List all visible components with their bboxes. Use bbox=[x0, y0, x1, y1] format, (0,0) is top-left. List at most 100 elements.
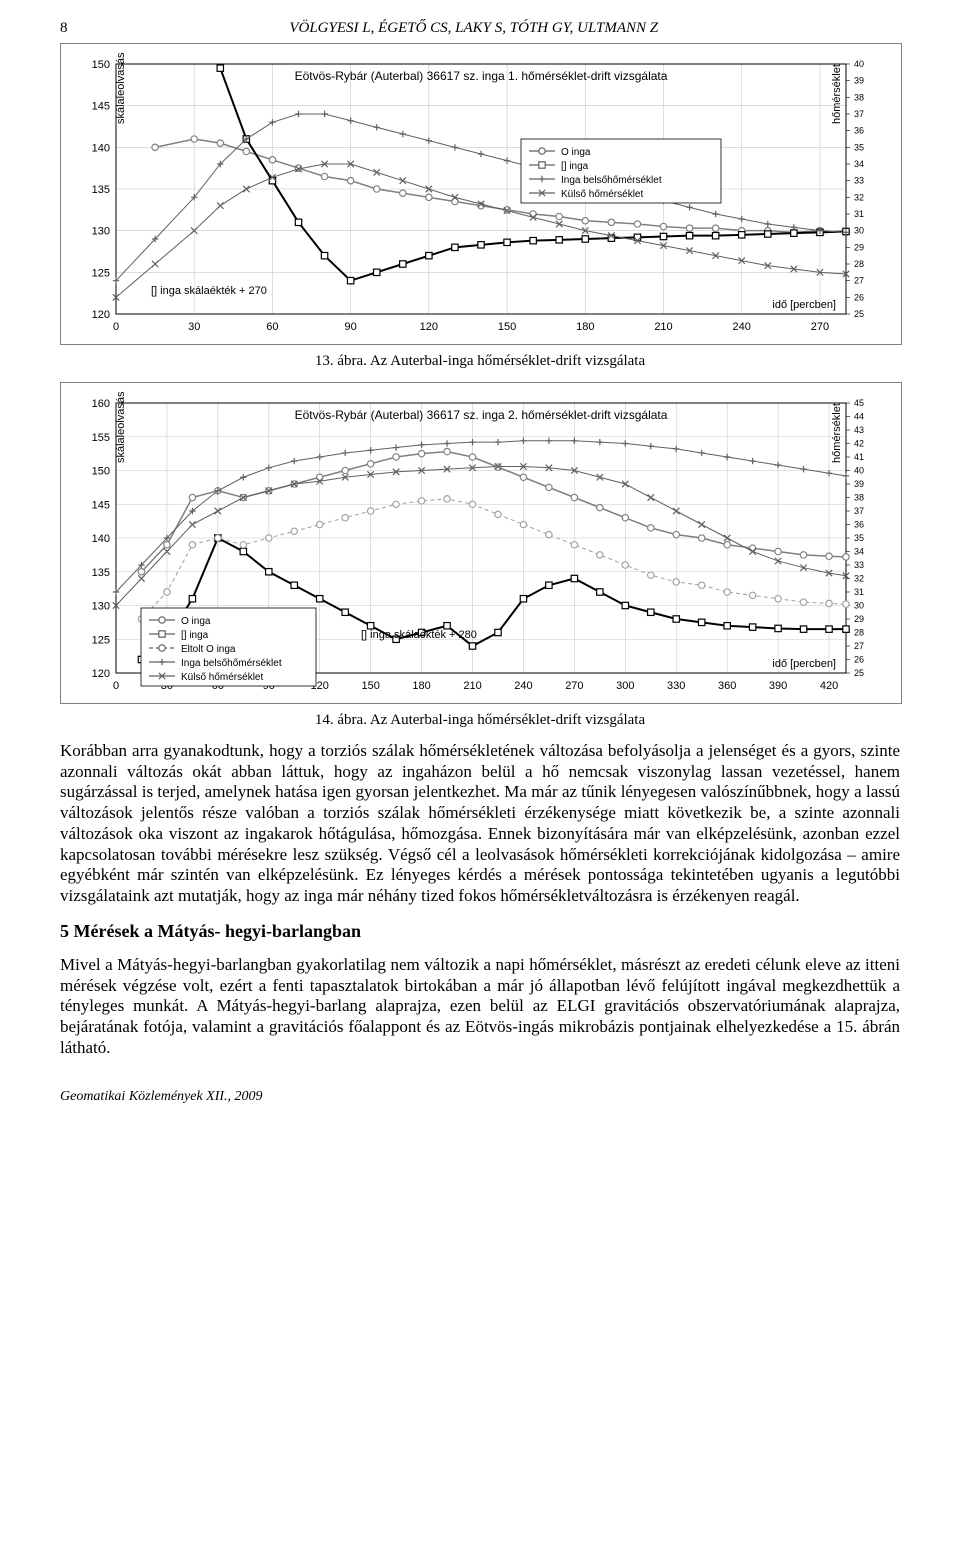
svg-text:120: 120 bbox=[420, 321, 438, 333]
running-header: 8 VÖLGYESI L, ÉGETŐ CS, LAKY S, TÓTH GY,… bbox=[60, 20, 900, 37]
svg-text:idő [percben]: idő [percben] bbox=[772, 658, 836, 670]
svg-text:[] inga: [] inga bbox=[561, 161, 589, 172]
svg-text:360: 360 bbox=[718, 680, 736, 692]
svg-text:420: 420 bbox=[820, 680, 838, 692]
svg-text:35: 35 bbox=[854, 533, 864, 543]
svg-text:0: 0 bbox=[113, 680, 119, 692]
svg-text:40: 40 bbox=[854, 466, 864, 476]
svg-text:38: 38 bbox=[854, 493, 864, 503]
svg-text:Eltolt O inga: Eltolt O inga bbox=[181, 644, 236, 655]
svg-text:34: 34 bbox=[854, 159, 864, 169]
svg-text:Külső hőmérséklet: Külső hőmérséklet bbox=[561, 189, 643, 200]
svg-text:37: 37 bbox=[854, 109, 864, 119]
svg-text:skálaleolvasás: skálaleolvasás bbox=[115, 52, 127, 124]
svg-text:Inga belsőhőmérséklet: Inga belsőhőmérséklet bbox=[561, 175, 662, 186]
svg-text:O inga: O inga bbox=[181, 616, 211, 627]
svg-text:33: 33 bbox=[854, 176, 864, 186]
svg-text:300: 300 bbox=[616, 680, 634, 692]
section-heading: 5 Mérések a Mátyás- hegyi-barlangban bbox=[60, 921, 900, 943]
svg-text:270: 270 bbox=[565, 680, 583, 692]
svg-text:42: 42 bbox=[854, 439, 864, 449]
svg-text:150: 150 bbox=[92, 59, 110, 71]
svg-text:390: 390 bbox=[769, 680, 787, 692]
svg-text:39: 39 bbox=[854, 479, 864, 489]
svg-text:O inga: O inga bbox=[561, 147, 591, 158]
svg-text:155: 155 bbox=[92, 432, 110, 444]
svg-text:Külső hőmérséklet: Külső hőmérséklet bbox=[181, 672, 263, 683]
svg-text:240: 240 bbox=[733, 321, 751, 333]
svg-text:25: 25 bbox=[854, 668, 864, 678]
footer: Geomatikai Közlemények XII., 2009 bbox=[60, 1089, 900, 1105]
svg-text:125: 125 bbox=[92, 634, 110, 646]
svg-text:145: 145 bbox=[92, 101, 110, 113]
svg-text:28: 28 bbox=[854, 628, 864, 638]
svg-text:140: 140 bbox=[92, 533, 110, 545]
svg-text:90: 90 bbox=[345, 321, 357, 333]
svg-text:hőmérséklet: hőmérséklet bbox=[831, 64, 843, 124]
svg-text:29: 29 bbox=[854, 242, 864, 252]
svg-text:30: 30 bbox=[854, 601, 864, 611]
svg-text:125: 125 bbox=[92, 267, 110, 279]
paragraph-1: Korábban arra gyanakodtunk, hogy a torzi… bbox=[60, 741, 900, 907]
svg-text:120: 120 bbox=[92, 309, 110, 321]
svg-text:25: 25 bbox=[854, 309, 864, 319]
svg-text:44: 44 bbox=[854, 412, 864, 422]
svg-text:32: 32 bbox=[854, 192, 864, 202]
svg-text:[] inga skálaékték + 280: [] inga skálaékték + 280 bbox=[361, 629, 477, 641]
svg-text:210: 210 bbox=[654, 321, 672, 333]
svg-text:240: 240 bbox=[514, 680, 532, 692]
svg-text:26: 26 bbox=[854, 655, 864, 665]
svg-text:60: 60 bbox=[266, 321, 278, 333]
svg-text:35: 35 bbox=[854, 142, 864, 152]
caption-13: 13. ábra. Az Auterbal-inga hőmérséklet-d… bbox=[60, 353, 900, 370]
svg-text:330: 330 bbox=[667, 680, 685, 692]
svg-text:40: 40 bbox=[854, 59, 864, 69]
svg-text:120: 120 bbox=[92, 668, 110, 680]
svg-text:30: 30 bbox=[854, 226, 864, 236]
svg-text:27: 27 bbox=[854, 276, 864, 286]
svg-text:38: 38 bbox=[854, 92, 864, 102]
svg-text:135: 135 bbox=[92, 567, 110, 579]
svg-text:Eötvös-Rybár (Auterbal) 36617: Eötvös-Rybár (Auterbal) 36617 sz. inga 2… bbox=[295, 408, 668, 422]
svg-text:36: 36 bbox=[854, 126, 864, 136]
svg-text:160: 160 bbox=[92, 398, 110, 410]
svg-text:270: 270 bbox=[811, 321, 829, 333]
svg-text:hőmérséklet: hőmérséklet bbox=[831, 403, 843, 463]
svg-text:130: 130 bbox=[92, 226, 110, 238]
svg-text:33: 33 bbox=[854, 560, 864, 570]
chart-13: 120 125 130 135 140 145 150 25 26 27 28 29 30 31 32 33 3… bbox=[60, 43, 902, 345]
svg-text:140: 140 bbox=[92, 142, 110, 154]
svg-text:43: 43 bbox=[854, 425, 864, 435]
svg-text:Inga belsőhőmérséklet: Inga belsőhőmérséklet bbox=[181, 658, 282, 669]
svg-text:41: 41 bbox=[854, 452, 864, 462]
svg-text:27: 27 bbox=[854, 641, 864, 651]
svg-text:36: 36 bbox=[854, 520, 864, 530]
svg-text:0: 0 bbox=[113, 321, 119, 333]
page-number: 8 bbox=[60, 20, 68, 37]
paragraph-2: Mivel a Mátyás-hegyi-barlangban gyakorla… bbox=[60, 955, 900, 1059]
svg-text:180: 180 bbox=[412, 680, 430, 692]
svg-text:[] inga: [] inga bbox=[181, 630, 209, 641]
svg-text:180: 180 bbox=[576, 321, 594, 333]
svg-text:45: 45 bbox=[854, 398, 864, 408]
svg-text:32: 32 bbox=[854, 574, 864, 584]
svg-text:150: 150 bbox=[92, 466, 110, 478]
svg-text:145: 145 bbox=[92, 499, 110, 511]
svg-text:37: 37 bbox=[854, 506, 864, 516]
svg-text:34: 34 bbox=[854, 547, 864, 557]
svg-text:150: 150 bbox=[361, 680, 379, 692]
svg-text:210: 210 bbox=[463, 680, 481, 692]
svg-text:26: 26 bbox=[854, 292, 864, 302]
svg-text:31: 31 bbox=[854, 209, 864, 219]
svg-text:150: 150 bbox=[498, 321, 516, 333]
running-head: VÖLGYESI L, ÉGETŐ CS, LAKY S, TÓTH GY, U… bbox=[68, 20, 881, 37]
chart-14: 120 125 130 135 140 145 150 155 160 25 26 27 28 29 30 3… bbox=[60, 382, 902, 704]
svg-text:30: 30 bbox=[188, 321, 200, 333]
svg-text:28: 28 bbox=[854, 259, 864, 269]
svg-text:130: 130 bbox=[92, 601, 110, 613]
svg-text:135: 135 bbox=[92, 184, 110, 196]
svg-text:Eötvös-Rybár (Auterbal) 36617: Eötvös-Rybár (Auterbal) 36617 sz. inga 1… bbox=[295, 69, 668, 83]
svg-text:idő [percben]: idő [percben] bbox=[772, 299, 836, 311]
svg-text:31: 31 bbox=[854, 587, 864, 597]
svg-text:29: 29 bbox=[854, 614, 864, 624]
